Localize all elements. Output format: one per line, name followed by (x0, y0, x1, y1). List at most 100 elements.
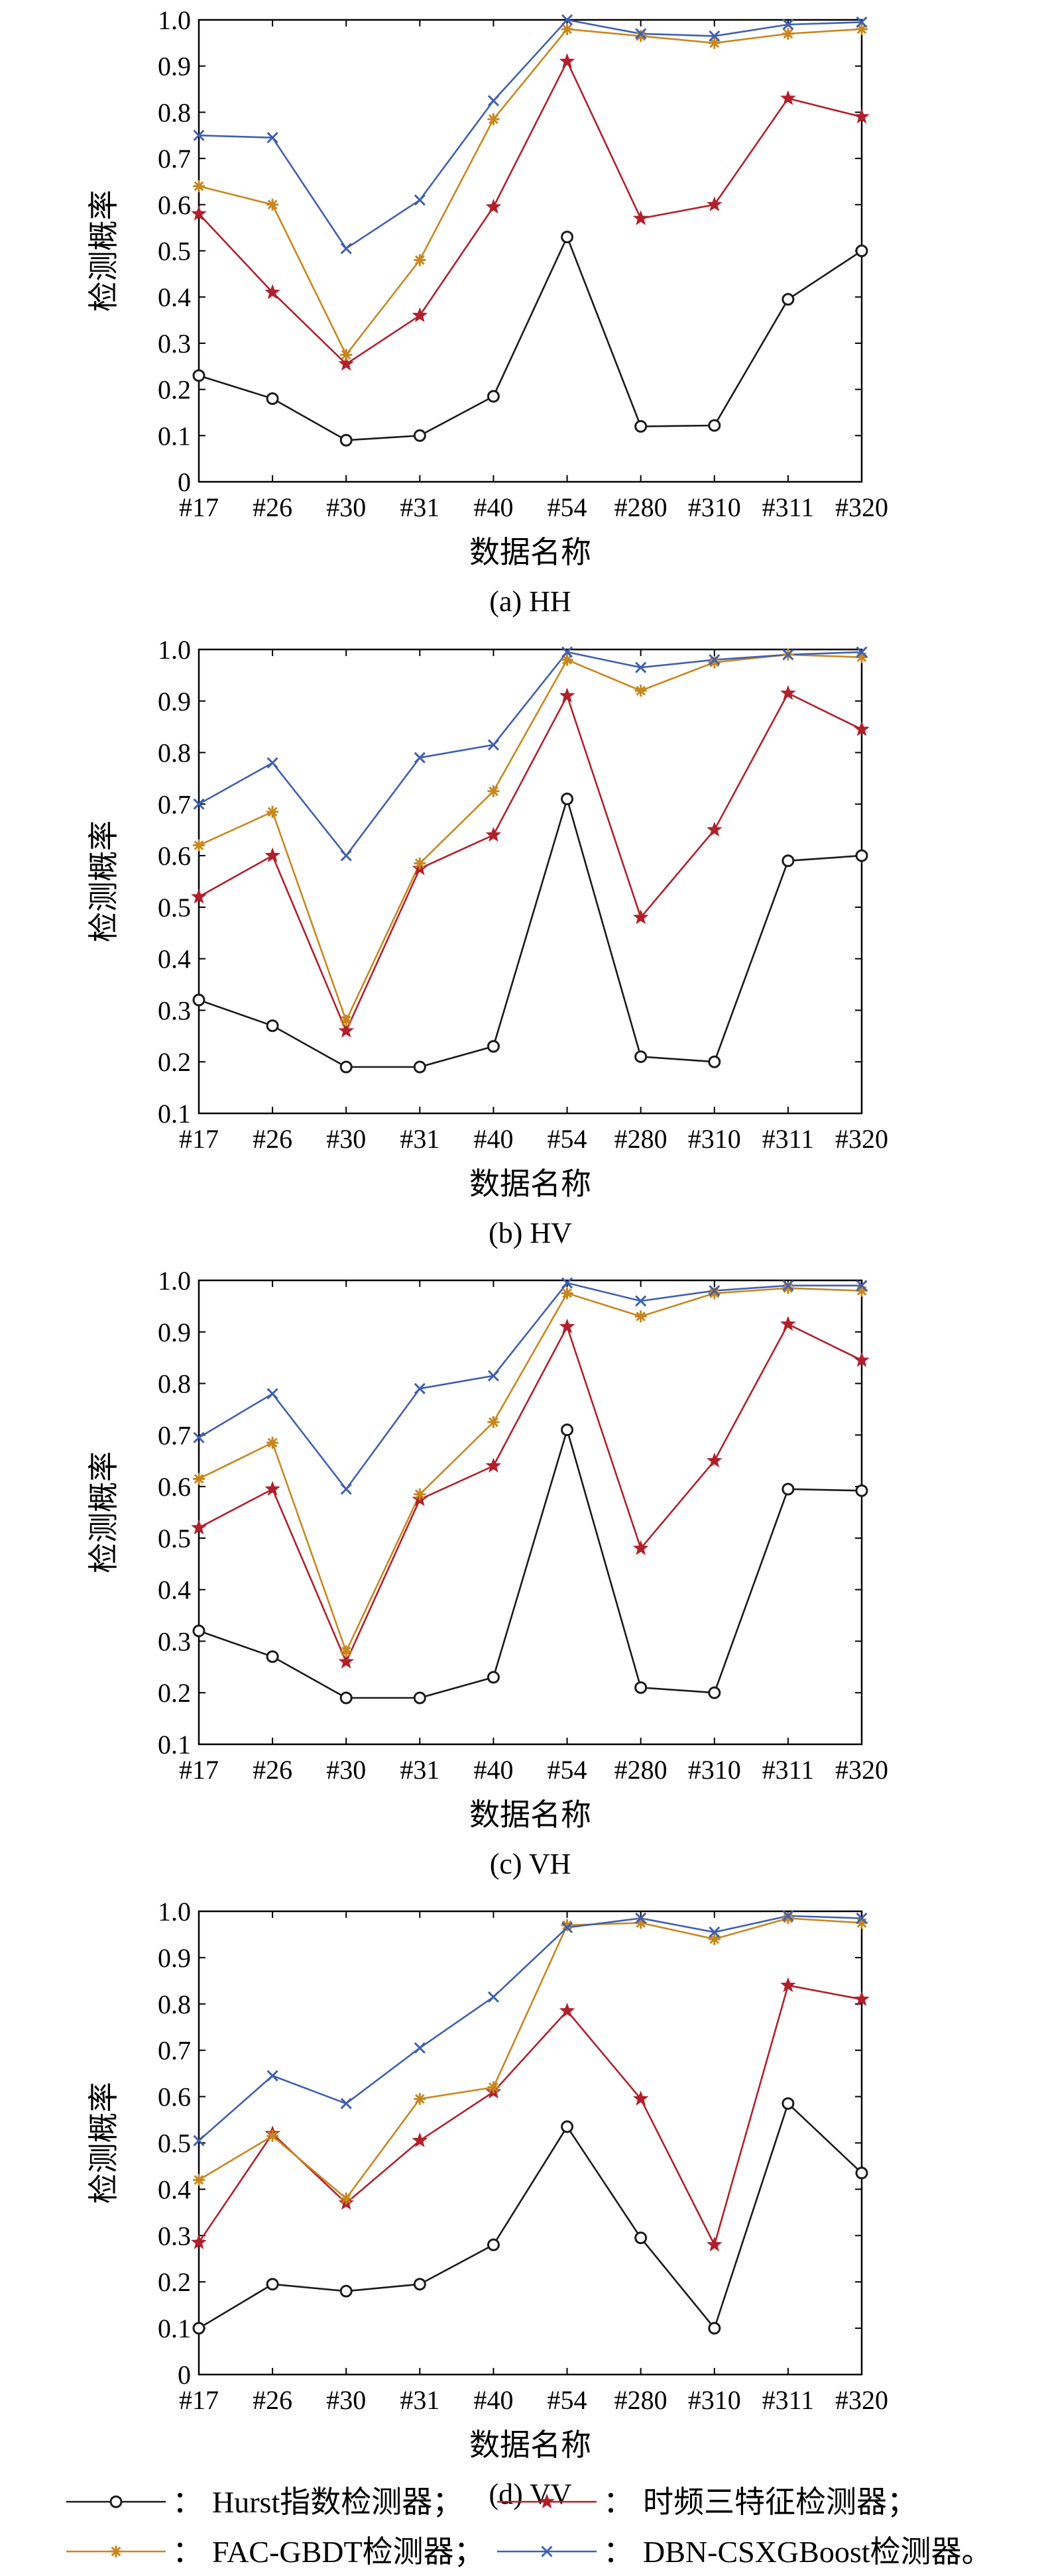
data-point-circle (192, 2322, 205, 2335)
y-tick-label: 0.6 (158, 2082, 191, 2112)
data-point-star (559, 53, 575, 68)
y-tick-label: 0.9 (158, 1317, 191, 1347)
data-point-asterisk (634, 1310, 647, 1323)
legend-label: Hurst指数检测器； (212, 2485, 463, 2519)
data-point-circle (339, 433, 353, 447)
data-point-x (266, 1388, 278, 1400)
x-tick-label: #54 (548, 492, 587, 522)
series-line-x (198, 1282, 862, 1491)
data-point-asterisk (561, 1919, 573, 1931)
data-point-x (635, 1912, 647, 1925)
data-point-asterisk (634, 685, 647, 697)
data-point-circle (192, 993, 205, 1007)
data-point-x (561, 1921, 573, 1934)
y-axis-title: 检测概率 (87, 1451, 121, 1573)
data-point-star (706, 2236, 723, 2252)
data-point-asterisk (193, 839, 205, 852)
series-line-x (198, 651, 862, 858)
data-point-star (780, 90, 796, 105)
data-point-asterisk (340, 349, 353, 361)
data-point-star (338, 1653, 355, 1669)
y-tick-label: 0.1 (158, 1730, 191, 1760)
data-point-x (782, 1910, 794, 1922)
series-line-x (198, 1915, 862, 2141)
data-point-circle (561, 2120, 574, 2133)
x-tick-label: #320 (835, 2385, 888, 2415)
data-point-circle (413, 1060, 426, 1074)
x-tick-label: #320 (835, 492, 888, 522)
data-point-x (561, 14, 573, 26)
data-point-star (191, 2234, 207, 2249)
data-point-star (780, 685, 796, 700)
data-point-circle (708, 2322, 721, 2335)
data-point-asterisk (414, 254, 426, 266)
x-tick-label: #280 (614, 492, 667, 522)
data-point-star (338, 355, 355, 371)
data-point-asterisk (487, 113, 500, 125)
data-point-x (856, 1280, 868, 1292)
data-point-star (264, 284, 280, 300)
plot-frame (198, 648, 863, 1115)
x-tick-label: #310 (688, 2385, 741, 2415)
data-point-asterisk (634, 1917, 647, 1929)
x-tick-label: #280 (614, 1124, 667, 1154)
data-point-x (340, 243, 352, 254)
data-point-star (854, 108, 870, 124)
data-point-star (854, 1991, 870, 2006)
series-line-asterisk (198, 1917, 862, 2200)
data-point-x (487, 1991, 500, 2003)
data-point-asterisk (856, 23, 868, 35)
data-point-star (191, 205, 207, 221)
data-point-asterisk (561, 1287, 573, 1300)
x-tick-label: #26 (253, 1124, 292, 1154)
y-tick-label: 0.4 (158, 944, 191, 974)
data-point-asterisk (414, 2093, 426, 2105)
data-point-asterisk (266, 1437, 279, 1449)
y-tick-label: 0.8 (158, 738, 191, 768)
legend-marker-circle (109, 2495, 123, 2508)
y-tick-label: 0.1 (158, 421, 191, 451)
legend-separator: ： (172, 2485, 203, 2519)
data-point-star (559, 687, 575, 703)
x-tick-label: #31 (400, 1124, 439, 1154)
y-tick-label: 0.1 (158, 2314, 191, 2343)
x-tick-label: #17 (179, 1755, 219, 1785)
y-tick-label: 0.2 (158, 1047, 191, 1077)
series-line-circle (198, 1426, 862, 1699)
y-tick-label: 0.7 (158, 789, 191, 819)
x-tick-label: #54 (548, 2385, 587, 2415)
y-tick-label: 0.9 (158, 687, 191, 716)
data-point-x (266, 757, 278, 769)
data-point-star (485, 198, 502, 214)
y-tick-label: 0.2 (158, 2267, 191, 2297)
y-tick-label: 0.3 (158, 995, 191, 1025)
y-tick-label: 0.1 (158, 1099, 191, 1129)
y-axis-title: 检测概率 (87, 2082, 121, 2204)
data-point-asterisk (266, 198, 279, 211)
series-line-asterisk (198, 1287, 862, 1654)
data-point-circle (634, 1681, 648, 1694)
data-point-circle (487, 1671, 500, 1684)
y-tick-label: 0.6 (158, 190, 191, 220)
y-tick-label: 0.6 (158, 841, 191, 871)
data-point-circle (561, 793, 574, 806)
x-tick-label: #320 (835, 1755, 888, 1785)
x-tick-label: #26 (253, 1755, 292, 1785)
legend-label: 时频三特征检测器； (643, 2485, 917, 2519)
x-tick-label: #40 (473, 492, 513, 522)
panel-caption: (c) VH (490, 1848, 571, 1880)
legend-marker-star (539, 2493, 555, 2509)
data-point-star (632, 210, 649, 225)
data-point-circle (413, 429, 426, 442)
series-line-circle (198, 235, 862, 441)
data-point-circle (634, 420, 648, 433)
data-point-asterisk (708, 1932, 721, 1945)
panel-caption: (a) HH (489, 585, 571, 618)
data-point-asterisk (782, 1912, 794, 1925)
x-tick-label: #54 (548, 1124, 587, 1154)
y-tick-label: 0.9 (158, 1943, 191, 1973)
x-tick-label: #310 (688, 1124, 741, 1154)
x-tick-label: #40 (473, 1755, 513, 1785)
data-point-circle (266, 2278, 279, 2291)
